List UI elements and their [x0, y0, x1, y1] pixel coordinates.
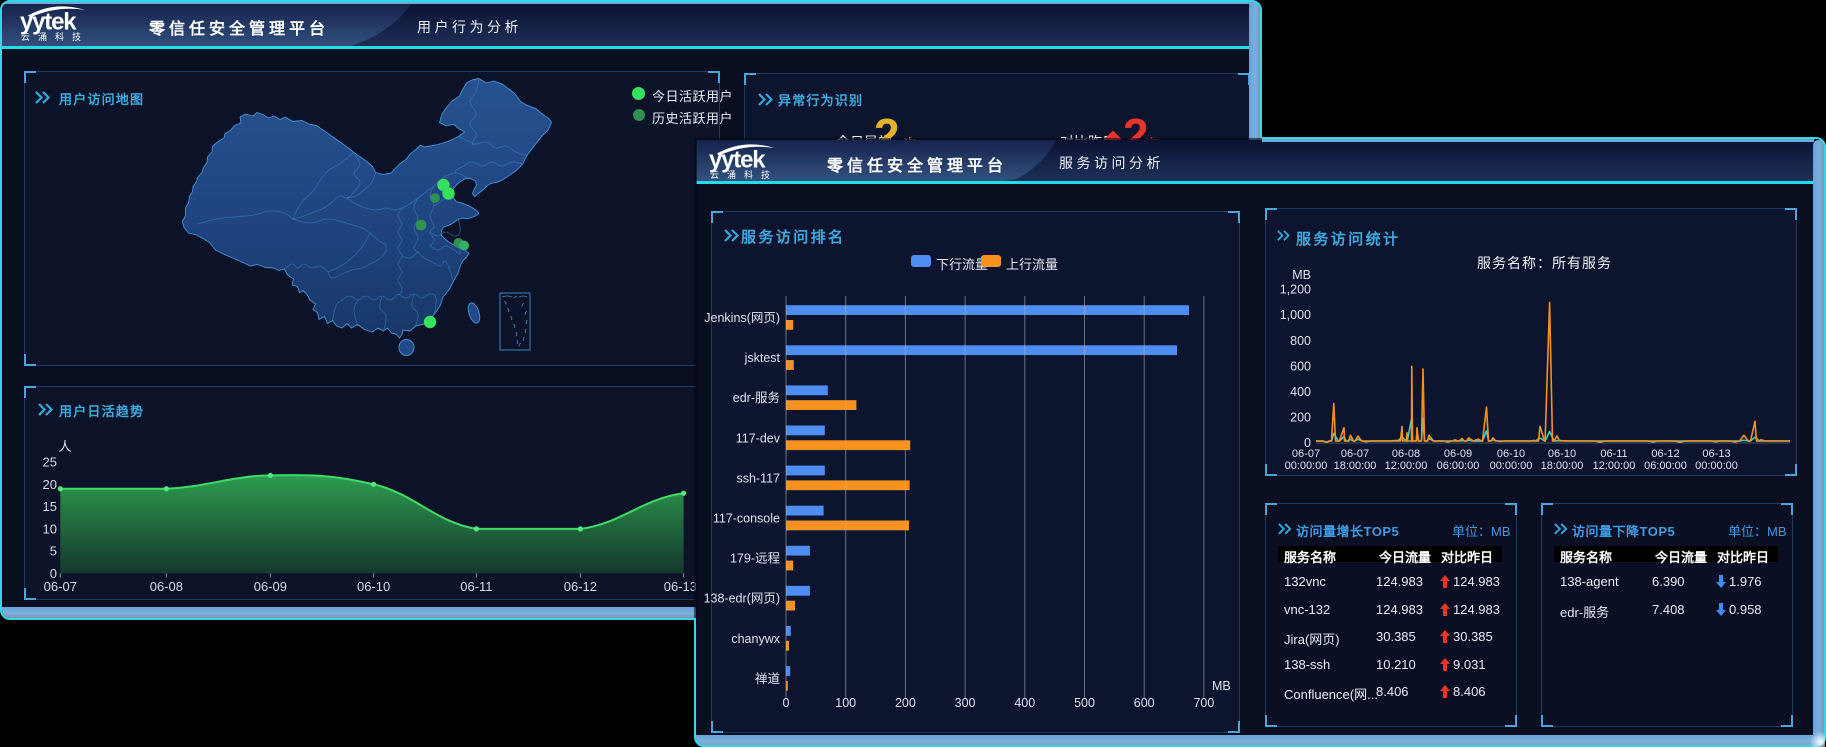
- svg-text:25: 25: [43, 455, 57, 470]
- svg-text:500: 500: [1074, 696, 1095, 710]
- svg-text:MB: MB: [1212, 679, 1231, 693]
- svg-text:06-13: 06-13: [1702, 448, 1730, 460]
- svg-text:12:00:00: 12:00:00: [1385, 460, 1428, 472]
- svg-text:edr-服务: edr-服务: [733, 390, 780, 405]
- svg-text:18:00:00: 18:00:00: [1541, 460, 1584, 472]
- svg-text:700: 700: [1193, 696, 1214, 710]
- svg-text:云涌科技: 云涌科技: [21, 31, 89, 42]
- svg-text:400: 400: [1290, 385, 1311, 399]
- svg-text:200: 200: [1290, 410, 1311, 424]
- svg-text:06-10: 06-10: [357, 579, 390, 594]
- svg-text:06-12: 06-12: [1651, 448, 1679, 460]
- svg-text:ssh-117: ssh-117: [736, 471, 780, 485]
- svg-text:18:00:00: 18:00:00: [1334, 460, 1377, 472]
- svg-text:117-console: 117-console: [713, 512, 780, 526]
- svg-text:06-08: 06-08: [150, 579, 183, 594]
- svg-text:06-07: 06-07: [1341, 448, 1369, 460]
- svg-text:100: 100: [835, 696, 856, 710]
- svg-text:06-12: 06-12: [564, 579, 597, 594]
- svg-text:15: 15: [43, 499, 57, 514]
- svg-text:06-13: 06-13: [664, 579, 697, 594]
- svg-text:0: 0: [783, 696, 790, 710]
- svg-text:10: 10: [43, 521, 57, 536]
- svg-text:06-11: 06-11: [460, 579, 492, 594]
- svg-text:jsktest: jsktest: [744, 351, 781, 365]
- svg-text:06-09: 06-09: [254, 579, 287, 594]
- svg-text:00:00:00: 00:00:00: [1490, 460, 1533, 472]
- svg-text:12:00:00: 12:00:00: [1593, 460, 1636, 472]
- svg-text:20: 20: [43, 477, 57, 492]
- svg-text:00:00:00: 00:00:00: [1285, 460, 1328, 472]
- svg-text:0: 0: [1304, 436, 1311, 450]
- svg-text:1,000: 1,000: [1280, 308, 1311, 322]
- svg-text:人: 人: [58, 439, 71, 454]
- svg-text:06-10: 06-10: [1497, 448, 1525, 460]
- svg-text:06-11: 06-11: [1600, 448, 1627, 460]
- svg-text:chanywx: chanywx: [731, 632, 780, 646]
- svg-text:yytek: yytek: [20, 9, 77, 36]
- svg-text:Jenkins(网页): Jenkins(网页): [704, 311, 780, 325]
- svg-text:117-dev: 117-dev: [736, 431, 781, 445]
- svg-text:MB: MB: [1292, 268, 1311, 282]
- svg-text:200: 200: [895, 696, 916, 710]
- svg-text:400: 400: [1014, 696, 1035, 710]
- svg-text:06-08: 06-08: [1392, 448, 1420, 460]
- svg-text:800: 800: [1290, 334, 1311, 348]
- svg-text:5: 5: [50, 544, 57, 559]
- svg-text:06-07: 06-07: [1292, 448, 1320, 460]
- svg-text:06-10: 06-10: [1548, 448, 1576, 460]
- svg-text:0: 0: [50, 566, 57, 581]
- svg-text:06:00:00: 06:00:00: [1644, 460, 1687, 472]
- svg-text:138-edr(网页): 138-edr(网页): [704, 592, 780, 606]
- svg-text:禅道: 禅道: [755, 672, 781, 686]
- svg-text:yytek: yytek: [709, 147, 766, 174]
- svg-text:06-09: 06-09: [1444, 448, 1472, 460]
- svg-text:1,200: 1,200: [1280, 283, 1311, 297]
- svg-text:06:00:00: 06:00:00: [1437, 460, 1480, 472]
- svg-text:云涌科技: 云涌科技: [710, 169, 778, 180]
- svg-text:179-远程: 179-远程: [730, 551, 781, 566]
- svg-text:600: 600: [1134, 696, 1155, 710]
- svg-text:600: 600: [1290, 359, 1311, 373]
- svg-text:300: 300: [955, 696, 976, 710]
- svg-text:00:00:00: 00:00:00: [1695, 460, 1738, 472]
- svg-text:06-07: 06-07: [44, 579, 77, 594]
